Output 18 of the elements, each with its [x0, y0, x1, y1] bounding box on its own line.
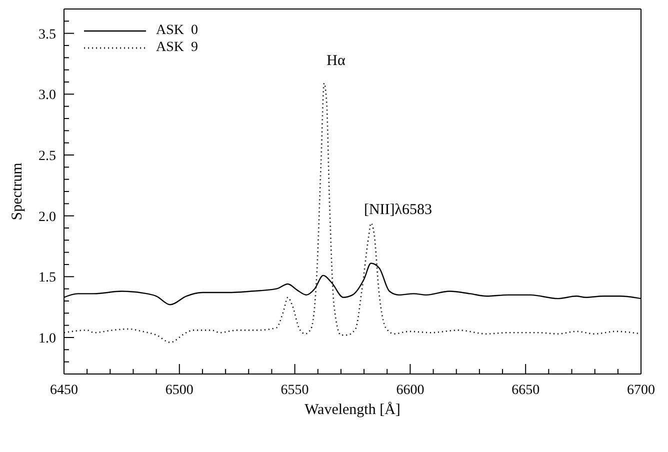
legend-label: ASK 0 — [156, 22, 198, 38]
y-tick-label: 2.0 — [38, 210, 56, 225]
annotation: Hα — [326, 53, 346, 69]
y-tick-label: 3.0 — [38, 88, 56, 104]
x-tick-label: 6550 — [280, 383, 309, 398]
y-tick-label: 2.5 — [38, 149, 56, 164]
y-tick-label: 1.0 — [38, 332, 56, 346]
x-tick-label: 6600 — [396, 383, 424, 398]
x-tick-label: 6650 — [512, 383, 540, 398]
x-axis-title: Wavelength [Å] — [304, 401, 400, 418]
legend-label: ASK 9 — [156, 40, 198, 56]
x-tick-label: 6500 — [165, 383, 194, 398]
y-tick-label: 1.5 — [38, 270, 56, 286]
x-tick-label: 6450 — [50, 383, 78, 398]
x-tick-label: 6700 — [627, 383, 655, 398]
annotation: [NII]λ6583 — [364, 202, 432, 218]
y-tick-label: 3.5 — [38, 27, 56, 42]
y-axis-title: Spectrum — [9, 162, 26, 220]
